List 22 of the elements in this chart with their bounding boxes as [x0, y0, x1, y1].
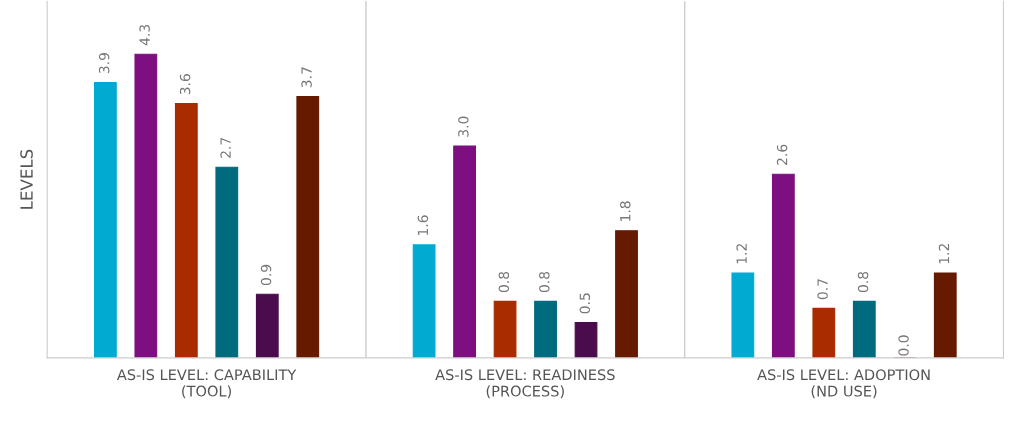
data-label: 1.2 [938, 244, 950, 264]
data-label: 3.9 [98, 53, 110, 74]
data-label: 0.0 [898, 335, 909, 356]
data-label: 1.8 [620, 201, 631, 221]
data-label: 0.8 [539, 271, 550, 293]
data-label: 1.2 [736, 244, 747, 264]
data-label: 3.7 [301, 67, 312, 88]
data-label: 0.8 [498, 271, 510, 293]
data-label: 0.8 [857, 271, 869, 293]
data-label: 2.7 [220, 137, 231, 158]
data-label: 0.9 [260, 264, 272, 286]
data-label: 3.0 [458, 116, 469, 137]
data-label: 0.7 [817, 279, 828, 300]
y-axis-title: LEVELS [20, 149, 33, 209]
data-label: 0.5 [579, 293, 591, 314]
x-tick-label: AS-IS LEVEL: CAPABILITY (TOOL) [116, 369, 297, 399]
x-tick-label: AS-IS LEVEL: READINESS (PROCESS) [435, 369, 615, 399]
x-tick-label: AS-IS LEVEL: ADOPTION (ND USE) [757, 369, 930, 399]
data-label: 1.6 [417, 215, 429, 236]
data-label: 2.6 [776, 144, 788, 165]
data-label: 4.3 [139, 24, 150, 46]
data-label: 3.6 [179, 74, 191, 95]
